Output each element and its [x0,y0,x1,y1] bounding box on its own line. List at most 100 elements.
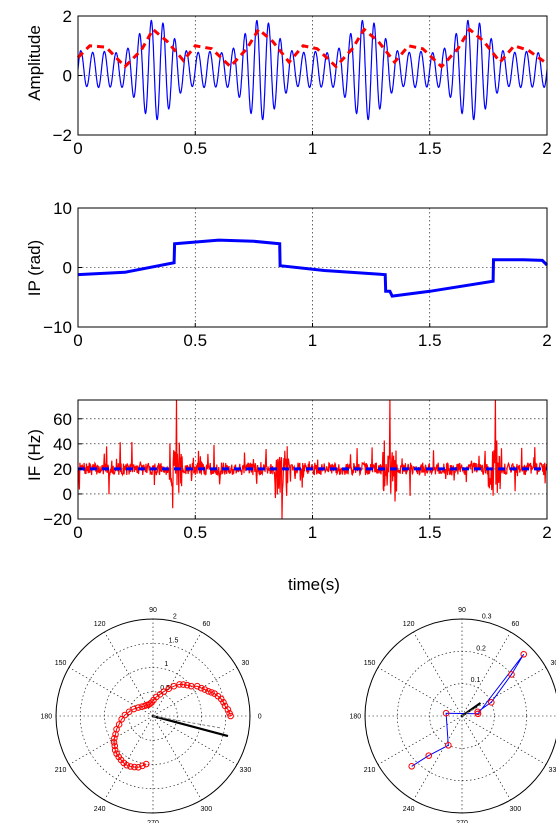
polar-point-marker [445,742,452,749]
x-tick-label: 1.5 [418,523,442,542]
polar-point-marker [111,742,119,750]
polar-angle-label: 240 [403,806,415,813]
polar-point-marker [187,682,195,690]
polar-point-marker [520,650,528,658]
polar-point-marker [508,671,515,678]
polar-point-marker [205,688,212,695]
polar-spoke [413,715,463,801]
polar-spoke [152,715,238,765]
polar-spoke [104,631,154,717]
polar-spoke [104,715,154,801]
polar-point-marker [176,681,183,688]
polar-point-marker [226,710,233,717]
polar-point-marker [211,690,218,697]
polar-point-marker [165,685,173,692]
x-tick-label: 1 [308,331,317,350]
polar-point-marker [123,761,131,769]
x-tick-label: 0 [73,331,82,350]
polar-radius-label: 1.5 [169,637,179,644]
polar-point-marker [138,703,146,710]
polar-point-marker [146,700,154,708]
polar-angle-label: 150 [364,660,376,667]
y-tick-label: −2 [53,126,72,145]
x-tick-label: 0 [73,139,82,158]
polar-series-line [113,683,232,768]
polar-spoke [377,667,463,717]
x-tick-label: 1 [308,523,317,542]
y-tick-label: 60 [53,410,72,429]
polar-angle-label: 330 [240,767,252,774]
polar-point-marker [221,702,229,710]
polar-point-marker [110,739,118,746]
polar-radius-label: 2 [173,613,177,620]
polar-point-marker [131,763,138,771]
polar-radius-label: 0.1 [471,677,481,684]
polar-angle-label: 30 [242,660,250,667]
y-tick-label: 40 [53,435,72,454]
polar-plot-right: 03060901201501802102402703003300.10.20.3 [349,607,556,823]
x-tick-label: 0 [73,523,82,542]
y-tick-label: 0 [63,67,72,86]
polar-resultant-line [461,702,482,717]
polar-point-marker [170,682,178,690]
polar-outer-circle [364,618,556,814]
polar-angle-label: 120 [94,621,106,628]
polar-angle-label: 60 [202,621,210,628]
x-tick-label: 2 [542,331,551,350]
x-tick-label: 2 [542,139,551,158]
polar-angle-label: 180 [40,714,52,721]
polar-radius-label: 1 [164,661,168,668]
polar-angle-label: 30 [551,660,556,667]
y-tick-label: −10 [43,318,72,337]
polar-point-marker [408,762,416,770]
polar-point-marker [118,715,125,723]
polar-angle-label: 90 [458,607,466,614]
polar-point-marker [183,681,191,689]
polar-resultant-line [152,714,229,738]
x-tick-label: 0.5 [183,523,207,542]
polar-point-marker [139,762,146,770]
polar-spoke [68,715,154,765]
polar-angle-label: 330 [549,767,556,774]
polar-point-marker [474,710,482,718]
polar-mean-dashed-line [152,715,220,729]
polar-series-line [411,653,525,767]
polar-point-marker [442,709,450,717]
y-tick-label: 0 [63,259,72,278]
solid-series-line [77,399,548,520]
polar-angle-label: 300 [510,806,522,813]
polar-spoke [461,631,511,717]
polar-mean-dashed-line [461,707,477,717]
polar-angle-label: 210 [364,767,376,774]
polar-angle-label: 60 [511,621,519,628]
polar-spoke [152,667,238,717]
polar-point-marker [201,686,209,693]
y-tick-label: 0 [63,485,72,504]
polar-point-marker [130,705,138,713]
polar-spoke [152,715,202,801]
polar-angle-label: 270 [147,820,159,823]
polar-point-marker [112,730,119,738]
polar-point-marker [125,708,133,716]
polar-angle-label: 270 [456,820,468,823]
polar-spoke [152,631,202,717]
polar-angle-label: 150 [55,660,67,667]
polar-point-marker [198,684,205,692]
phase-axis-label: IP (rad) [25,240,44,296]
x-tick-label: 1.5 [418,331,442,350]
time-axis-label: time(s) [288,575,340,594]
polar-outer-circle [55,618,251,814]
polar-radius-label: 0.3 [482,613,492,620]
solid-series-line [77,19,548,121]
dashed-series-line [76,27,548,69]
y-tick-label: −20 [43,510,72,529]
polar-point-marker [488,699,495,706]
polar-point-marker [127,763,134,770]
solid-series-line [77,238,549,298]
polar-angle-label: 300 [201,806,213,813]
polar-point-marker [111,735,118,742]
polar-spoke [413,631,463,717]
